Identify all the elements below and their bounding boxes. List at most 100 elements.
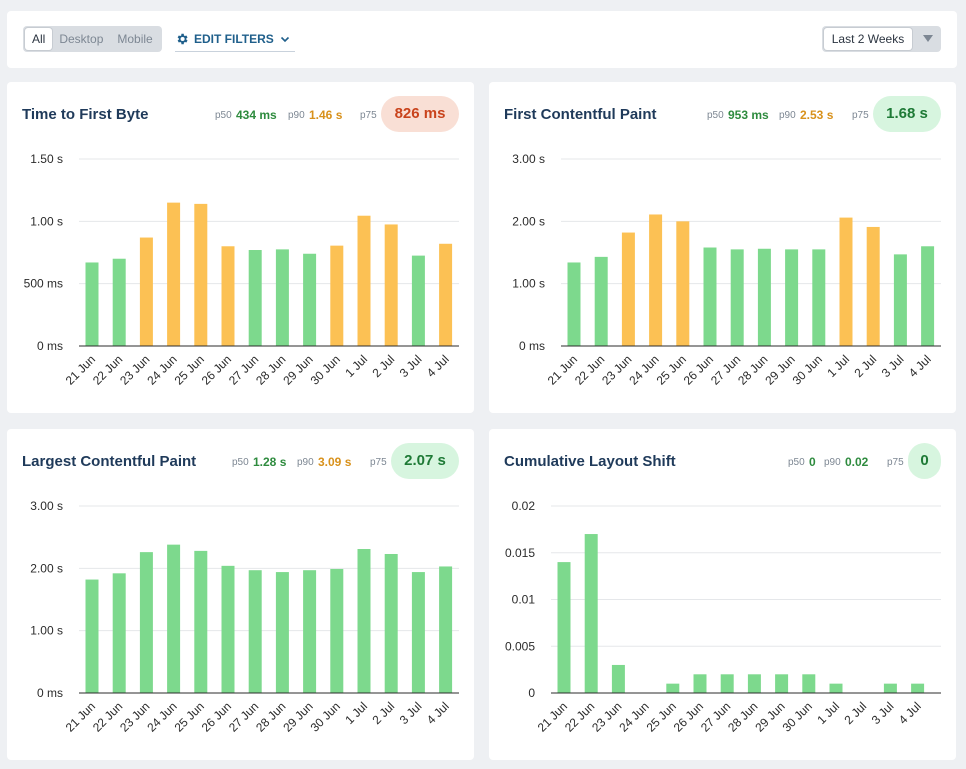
device-option-mobile[interactable]: Mobile bbox=[117, 32, 153, 46]
x-tick-label: 29 Jun bbox=[752, 699, 787, 734]
y-tick-label: 2.00 s bbox=[30, 561, 63, 575]
bar bbox=[883, 683, 897, 693]
y-tick-label: 0.02 bbox=[512, 499, 536, 513]
x-tick-label: 21 Jun bbox=[545, 352, 580, 387]
x-tick-label: 25 Jun bbox=[654, 352, 689, 387]
x-tick-label: 4 Jul bbox=[896, 699, 924, 727]
device-segmented-control: All Desktop Mobile bbox=[23, 26, 162, 52]
bar bbox=[139, 237, 153, 346]
bar bbox=[557, 562, 571, 693]
date-range-select[interactable]: Last 2 Weeks bbox=[822, 26, 941, 52]
p50-value: 0 bbox=[809, 455, 816, 469]
bar bbox=[866, 226, 880, 346]
x-tick-label: 30 Jun bbox=[308, 699, 343, 734]
x-tick-label: 26 Jun bbox=[199, 699, 234, 734]
bar bbox=[248, 250, 262, 346]
bar bbox=[775, 674, 789, 693]
x-tick-label: 1 Jul bbox=[342, 699, 370, 727]
x-tick-label: 2 Jul bbox=[369, 352, 397, 380]
y-tick-label: 1.00 s bbox=[30, 624, 63, 638]
ttfb-card: Time to First Byte p50 434 ms p90 1.46 s… bbox=[7, 82, 474, 413]
bar bbox=[357, 549, 371, 693]
bar bbox=[829, 683, 843, 693]
bar bbox=[330, 245, 344, 346]
x-tick-label: 2 Jul bbox=[841, 699, 869, 727]
bar bbox=[785, 249, 799, 346]
x-tick-label: 25 Jun bbox=[172, 352, 207, 387]
x-tick-label: 28 Jun bbox=[253, 699, 288, 734]
card-title: Largest Contentful Paint bbox=[22, 453, 197, 470]
x-tick-label: 1 Jul bbox=[824, 352, 852, 380]
bar bbox=[167, 202, 181, 346]
bar bbox=[802, 674, 816, 693]
x-tick-label: 21 Jun bbox=[63, 352, 98, 387]
p90-label: p90 bbox=[288, 110, 305, 121]
card-title: First Contentful Paint bbox=[504, 106, 657, 123]
x-tick-label: 3 Jul bbox=[397, 699, 425, 727]
x-tick-label: 26 Jun bbox=[671, 699, 706, 734]
x-tick-label: 22 Jun bbox=[90, 352, 125, 387]
bar bbox=[621, 232, 635, 346]
bar bbox=[693, 674, 707, 693]
bar bbox=[85, 579, 99, 693]
p90-value: 0.02 bbox=[845, 455, 869, 469]
p90-value: 1.46 s bbox=[309, 108, 343, 122]
bar bbox=[720, 674, 734, 693]
x-tick-label: 29 Jun bbox=[280, 699, 315, 734]
y-tick-label: 0.01 bbox=[512, 593, 536, 607]
edit-filters-button[interactable]: EDIT FILTERS bbox=[175, 27, 295, 52]
x-tick-label: 24 Jun bbox=[144, 699, 179, 734]
p50-value: 434 ms bbox=[236, 108, 277, 122]
x-tick-label: 28 Jun bbox=[253, 352, 288, 387]
bar bbox=[757, 248, 771, 346]
bar bbox=[676, 221, 690, 346]
bar bbox=[584, 534, 598, 693]
x-tick-label: 24 Jun bbox=[626, 352, 661, 387]
bar bbox=[439, 566, 453, 693]
x-tick-label: 22 Jun bbox=[90, 699, 125, 734]
y-tick-label: 500 ms bbox=[24, 277, 63, 291]
bar bbox=[303, 253, 317, 346]
p50-label: p50 bbox=[788, 457, 805, 468]
x-tick-label: 23 Jun bbox=[589, 699, 624, 734]
x-tick-label: 21 Jun bbox=[535, 699, 570, 734]
x-tick-label: 22 Jun bbox=[572, 352, 607, 387]
bar bbox=[411, 255, 425, 346]
bar bbox=[194, 203, 208, 346]
p75-badge: 2.07 s bbox=[391, 443, 459, 479]
bar bbox=[139, 552, 153, 693]
x-tick-label: 26 Jun bbox=[681, 352, 716, 387]
y-tick-label: 0 ms bbox=[37, 686, 63, 700]
p75-label: p75 bbox=[852, 110, 869, 121]
x-tick-label: 30 Jun bbox=[308, 352, 343, 387]
x-tick-label: 27 Jun bbox=[226, 699, 261, 734]
caret-down-icon bbox=[923, 35, 933, 42]
card-title: Time to First Byte bbox=[22, 106, 149, 123]
x-tick-label: 30 Jun bbox=[790, 352, 825, 387]
p50-label: p50 bbox=[215, 110, 232, 121]
device-option-all[interactable]: All bbox=[25, 28, 53, 50]
p50-label: p50 bbox=[707, 110, 724, 121]
x-tick-label: 29 Jun bbox=[762, 352, 797, 387]
x-tick-label: 25 Jun bbox=[644, 699, 679, 734]
bar bbox=[649, 214, 663, 346]
x-tick-label: 2 Jul bbox=[369, 699, 397, 727]
p90-value: 3.09 s bbox=[318, 455, 352, 469]
bar bbox=[703, 247, 717, 346]
bar bbox=[439, 243, 453, 346]
x-tick-label: 4 Jul bbox=[906, 352, 934, 380]
bar bbox=[275, 249, 289, 346]
y-tick-label: 1.00 s bbox=[30, 214, 63, 228]
p75-label: p75 bbox=[360, 110, 377, 121]
y-tick-label: 3.00 s bbox=[30, 499, 63, 513]
bar bbox=[384, 553, 398, 693]
bar bbox=[921, 246, 935, 346]
y-tick-label: 0.005 bbox=[505, 639, 535, 653]
x-tick-label: 3 Jul bbox=[869, 699, 897, 727]
device-option-desktop[interactable]: Desktop bbox=[59, 32, 104, 46]
bar bbox=[911, 683, 925, 693]
